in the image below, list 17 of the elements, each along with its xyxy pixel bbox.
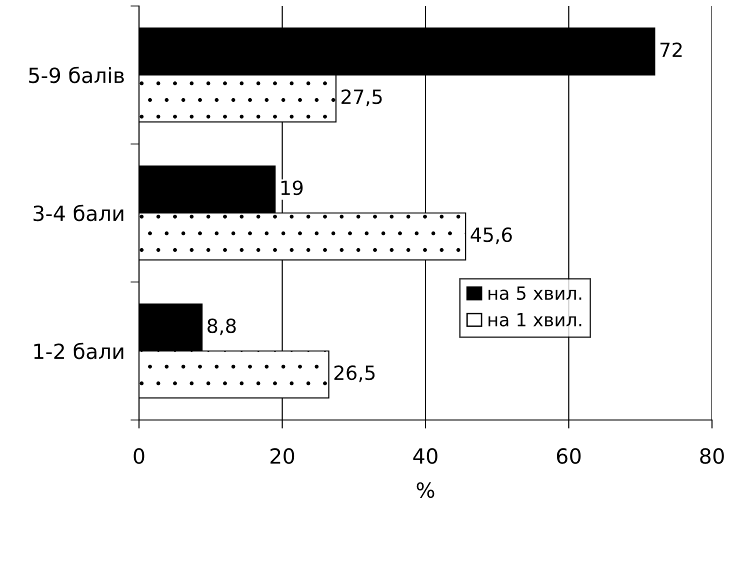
legend-label: на 1 хвил. [488,313,582,326]
x-tick-label: 20 [270,448,294,464]
y-tick-label: 5-9 балів [29,66,124,84]
y-tick-label: 1-2 бали [34,342,124,360]
data-label: 72 [660,42,682,57]
data-label: 19 [281,180,303,196]
x-tick-label: 60 [556,448,581,464]
y-tick-label: 3-4 бали [34,204,124,222]
legend-label: на 5 хвил. [488,286,582,300]
x-axis-title: % [416,482,434,498]
data-label: 45,6 [470,227,512,244]
data-label: 26,5 [334,365,375,382]
x-tick-label: 40 [413,448,438,464]
data-label: 27,5 [342,89,382,106]
x-tick-label: 0 [134,448,144,464]
data-label: 8,8 [208,318,236,336]
x-tick-label: 80 [700,448,724,464]
